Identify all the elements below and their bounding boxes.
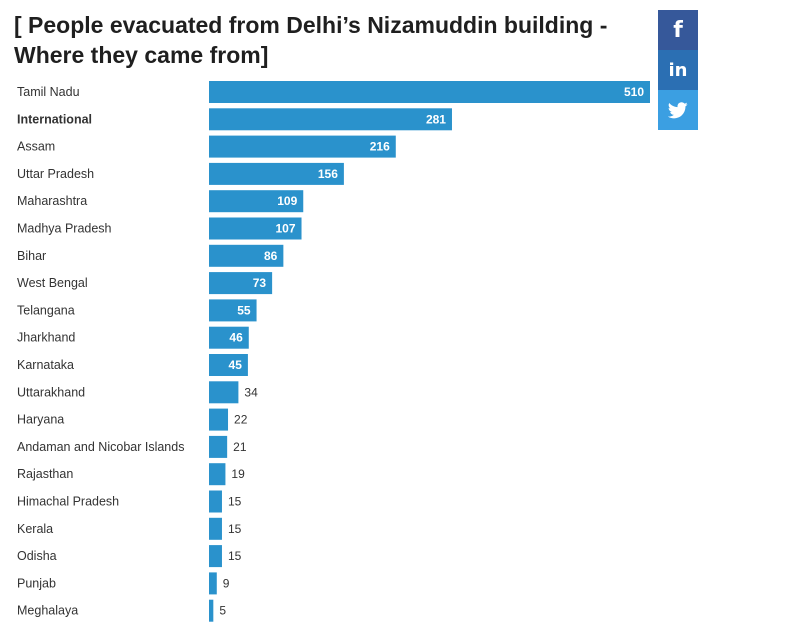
value-label: 216 <box>370 140 390 154</box>
bar <box>209 599 214 622</box>
category-label: Himachal Pradesh <box>17 495 119 509</box>
category-label: Kerala <box>17 522 53 536</box>
social-share-bar: f in <box>658 10 698 130</box>
category-label: Jharkhand <box>17 331 75 345</box>
bar <box>209 517 222 540</box>
bar <box>209 408 229 431</box>
value-label: 107 <box>275 222 295 236</box>
bar <box>209 572 217 595</box>
bar <box>209 135 396 158</box>
linkedin-share-button[interactable]: in <box>658 50 698 90</box>
value-label: 19 <box>231 467 245 481</box>
category-label: Assam <box>17 140 55 154</box>
twitter-icon <box>668 101 688 119</box>
bar <box>209 463 226 486</box>
value-label: 86 <box>264 249 278 263</box>
category-label: Uttar Pradesh <box>17 167 94 181</box>
bar <box>209 299 257 322</box>
value-label: 15 <box>228 522 242 536</box>
category-label: Meghalaya <box>17 604 78 618</box>
bar <box>209 490 222 513</box>
bar <box>209 354 248 376</box>
value-label: 21 <box>233 440 247 454</box>
category-label: Telangana <box>17 303 75 317</box>
category-label: Karnataka <box>17 358 74 372</box>
value-label: 15 <box>228 549 242 563</box>
bar <box>209 244 284 267</box>
linkedin-icon: in <box>668 59 688 81</box>
category-label: Punjab <box>17 576 56 590</box>
value-label: 45 <box>229 358 243 372</box>
bar <box>209 326 249 349</box>
chart-title: [ People evacuated from Delhi’s Nizamudd… <box>14 12 608 68</box>
category-label: Odisha <box>17 549 57 563</box>
category-label: Bihar <box>17 249 46 263</box>
category-label: Haryana <box>17 413 64 427</box>
facebook-icon: f <box>673 17 683 43</box>
bar <box>209 545 222 568</box>
value-label: 281 <box>426 112 446 126</box>
value-label: 15 <box>228 495 242 509</box>
value-label: 510 <box>624 85 644 99</box>
category-label: International <box>17 112 92 126</box>
bar <box>209 108 452 131</box>
bar <box>209 217 302 240</box>
category-label: Tamil Nadu <box>17 85 80 99</box>
value-label: 73 <box>253 276 267 290</box>
category-label: Rajasthan <box>17 467 73 481</box>
value-label: 156 <box>318 167 338 181</box>
category-label: Madhya Pradesh <box>17 222 112 236</box>
facebook-share-button[interactable]: f <box>658 10 698 50</box>
bar <box>209 435 228 458</box>
bar <box>209 81 650 103</box>
bar <box>209 272 273 295</box>
value-label: 109 <box>277 194 297 208</box>
value-label: 55 <box>237 303 251 317</box>
category-label: West Bengal <box>17 276 88 290</box>
twitter-share-button[interactable] <box>658 90 698 130</box>
value-label: 22 <box>234 413 248 427</box>
value-label: 46 <box>229 331 243 345</box>
value-label: 5 <box>219 604 226 618</box>
bar <box>209 381 239 404</box>
category-label: Maharashtra <box>17 194 87 208</box>
category-label: Andaman and Nicobar Islands <box>17 440 184 454</box>
category-label: Uttarakhand <box>17 385 85 399</box>
bar <box>209 162 344 185</box>
bar <box>209 190 304 213</box>
value-label: 9 <box>223 576 230 590</box>
value-label: 34 <box>244 385 258 399</box>
